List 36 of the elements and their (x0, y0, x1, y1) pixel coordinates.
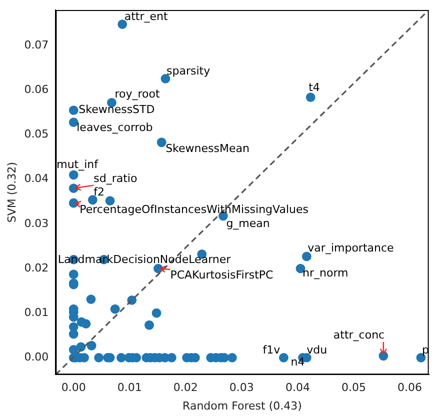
annotation: n4 (290, 356, 305, 369)
y-tick-label: 0.06 (24, 83, 49, 96)
x-tick-label: 0.02 (173, 381, 198, 394)
x-tick-label: 0.06 (398, 381, 422, 394)
annotation: attr_ent (124, 10, 168, 24)
annotation: leaves_corrob (76, 121, 153, 134)
annotation: sd_ratio (94, 172, 138, 186)
annotation: roy_root (114, 88, 160, 101)
annotation: attr_conc (333, 328, 385, 342)
annotation: t4 (308, 81, 320, 94)
y-tick-label: 0.00 (24, 350, 49, 364)
x-tick-label: 0.01 (117, 381, 142, 394)
annotation: var_importance (308, 241, 394, 254)
annotation: SkewnessSTD (78, 103, 155, 116)
annotation: sparsity (166, 64, 211, 78)
y-tick-label: 0.01 (24, 306, 49, 319)
annotation: mut_inf (56, 158, 100, 171)
y-tick-label: 0.04 (24, 172, 49, 186)
x-tick-label: 0.00 (61, 381, 86, 394)
y-axis-title: SVM (0.32) (5, 162, 18, 223)
x-axis-title: Random Forest (0.43) (182, 399, 302, 412)
x-tick-label: 0.04 (285, 381, 310, 394)
x-tick-label: 0.05 (341, 381, 366, 394)
y-tick-label: 0.02 (24, 261, 49, 274)
annotation: PCAKurtosisFirstPC (170, 268, 274, 282)
y-tick-label: 0.07 (24, 38, 49, 52)
annotation: g_mean (226, 216, 270, 230)
y-tick-label: 0.03 (24, 216, 49, 230)
annotation: vdu (306, 344, 328, 357)
annotation: nr_norm (302, 266, 348, 280)
annotation: f2 (94, 186, 105, 199)
annotation: f1v (262, 344, 281, 357)
annotation: SkewnessMean (166, 142, 250, 156)
annotation: PercentageOfInstancesWithMissingValues (80, 202, 309, 216)
y-tick-label: 0.05 (24, 128, 49, 141)
x-tick-label: 0.03 (229, 381, 254, 394)
